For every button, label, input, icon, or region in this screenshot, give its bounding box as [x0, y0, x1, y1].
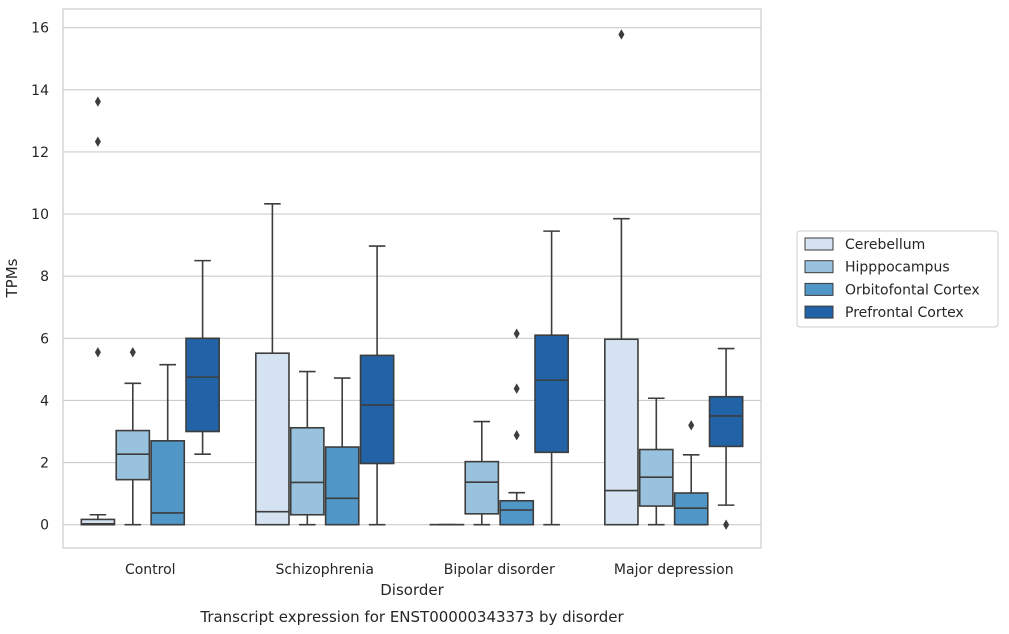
y-tick-label: 16 [31, 21, 49, 37]
box-body [499, 499, 535, 526]
legend-swatch [804, 305, 834, 319]
box-body [185, 337, 220, 433]
box-body [255, 352, 290, 526]
y-tick-label: 8 [40, 269, 49, 285]
outlier-point [723, 519, 730, 530]
box-0-0 [80, 96, 116, 526]
legend-label: Cerebellum [845, 237, 925, 253]
box-3-1 [638, 397, 674, 526]
box-body [464, 460, 500, 515]
legend-label: Orbitofontal Cortex [845, 282, 980, 298]
x-tick-label: Schizophrenia [276, 562, 374, 578]
chart-caption: Transcript expression for ENST0000034337… [199, 608, 624, 626]
outlier-point [94, 347, 101, 358]
legend-frame [796, 230, 999, 328]
x-axis-title: Disorder [380, 581, 444, 599]
y-tick-label: 14 [31, 83, 49, 99]
outlier-point [513, 328, 520, 339]
legend-swatch [804, 260, 834, 274]
box-1-0 [255, 202, 290, 526]
legend: Cerebellum Hipppocampus Orbitofontal Corte… [796, 230, 999, 328]
y-tick-label: 0 [40, 518, 49, 534]
box-body [604, 338, 639, 526]
y-tick-label: 6 [40, 331, 49, 347]
outlier-point [618, 29, 625, 40]
box-0-3 [185, 259, 220, 455]
box-body [324, 446, 360, 526]
legend-swatch [804, 282, 834, 296]
outlier-point [129, 347, 136, 358]
outlier-point [94, 96, 101, 107]
outlier-point [688, 420, 695, 431]
y-tick-labels: 0 2 4 6 8 10 12 14 16 [31, 21, 49, 534]
x-tick-labels: Control Schizophrenia Bipolar disorder Majo… [125, 562, 734, 578]
box-1-3 [359, 245, 395, 526]
box-1-1 [289, 370, 325, 526]
outlier-point [513, 383, 520, 394]
box-0-2 [150, 363, 186, 526]
y-tick-label: 12 [31, 145, 49, 161]
box-body [115, 429, 151, 481]
x-tick-label: Major depression [614, 562, 734, 578]
outlier-point [94, 136, 101, 147]
box-3-0 [604, 29, 639, 526]
box-body [359, 354, 395, 465]
x-tick-label: Control [125, 562, 176, 578]
box-3-3 [708, 347, 744, 530]
legend-label: Prefrontal Cortex [845, 305, 964, 321]
x-tick-label: Bipolar disorder [444, 562, 555, 578]
box-3-2 [673, 420, 709, 526]
box-body [534, 334, 569, 454]
box-0-1 [115, 347, 151, 526]
box-2-2 [499, 328, 535, 526]
box-body [150, 440, 186, 526]
legend-label: Hipppocampus [845, 260, 950, 276]
box-2-3 [534, 230, 569, 526]
box-2-1 [464, 420, 500, 526]
outlier-point [513, 430, 520, 441]
y-tick-label: 2 [40, 456, 49, 472]
y-tick-label: 10 [31, 207, 49, 223]
boxes [80, 29, 744, 530]
y-axis-title: TPMs [3, 258, 21, 298]
plot-area-frame [62, 8, 762, 549]
box-body [289, 426, 325, 516]
box-1-2 [324, 377, 360, 526]
box-body [708, 395, 744, 448]
legend-swatch [804, 237, 834, 251]
y-tick-label: 4 [40, 393, 49, 409]
box-body [80, 518, 116, 526]
